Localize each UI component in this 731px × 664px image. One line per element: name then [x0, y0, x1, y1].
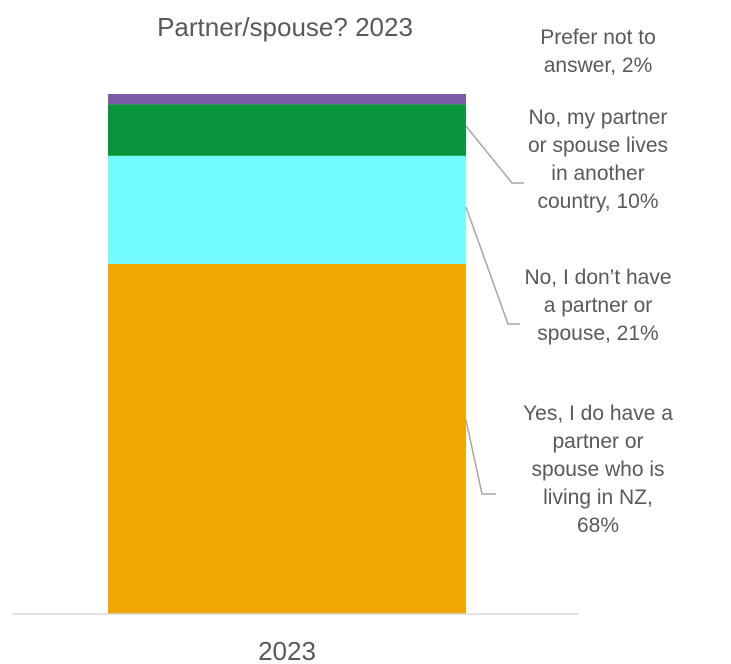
data-label-yes-i-do-have-a-partner-: Yes, I do have a partner or spouse who is l…: [523, 402, 673, 537]
leader-lines: [465, 125, 524, 495]
bar-segment-no-i-don-t-have-a-partne: [108, 155, 466, 264]
data-label-line: partner or: [552, 430, 643, 453]
leader-line-no-i-don-t-have-a-partne: [465, 206, 520, 325]
data-label-line: in another: [551, 162, 644, 185]
data-label-no-i-don-t-have-a-partne: No, I don’t have a partner or spouse, 21%: [524, 266, 671, 345]
data-label-line: Yes, I do have a: [523, 402, 673, 425]
leader-line-no-my-partner-or-spouse-: [465, 125, 524, 184]
data-labels: Yes, I do have a partner or spouse who is l…: [523, 26, 673, 537]
data-label-no-my-partner-or-spouse-: No, my partner or spouse lives in another c…: [528, 106, 668, 213]
data-label-line: spouse, 21%: [537, 322, 658, 345]
data-label-line: living in NZ,: [543, 486, 653, 509]
bar-segment-prefer-not-to-answer-2: [108, 94, 466, 105]
bar-stack: [108, 94, 466, 614]
category-tick-label: 2023: [258, 636, 316, 664]
leader-line-yes-i-do-have-a-partner-: [465, 419, 496, 495]
data-label-line: No, my partner: [529, 106, 668, 129]
data-label-line: 68%: [577, 514, 619, 537]
data-label-line: country, 10%: [537, 190, 658, 213]
data-label-line: spouse who is: [531, 458, 664, 481]
bar-segment-yes-i-do-have-a-partner-: [108, 263, 466, 614]
data-label-prefer-not-to-answer-2: Prefer not to answer, 2%: [540, 26, 656, 77]
bar-segment-no-my-partner-or-spouse-: [108, 104, 466, 156]
data-label-line: No, I don’t have: [524, 266, 671, 289]
data-label-line: Prefer not to: [540, 26, 656, 49]
chart-title: Partner/spouse? 2023: [157, 12, 413, 42]
data-label-line: or spouse lives: [528, 134, 668, 157]
data-label-line: a partner or: [544, 294, 653, 317]
data-label-line: answer, 2%: [544, 54, 653, 77]
